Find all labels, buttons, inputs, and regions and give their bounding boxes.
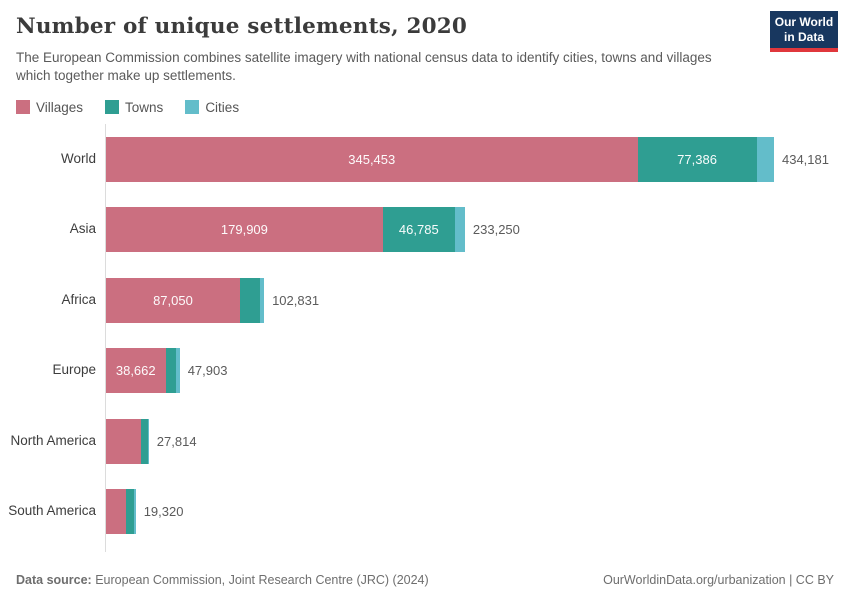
bar-segment-cities[interactable] xyxy=(756,136,774,182)
bar-segment-cities[interactable] xyxy=(147,418,149,464)
legend-item-towns[interactable]: Towns xyxy=(105,100,163,115)
data-source-label: Data source: xyxy=(16,573,92,587)
segment-value-label: 87,050 xyxy=(153,292,193,308)
stacked-bar xyxy=(106,418,149,464)
segment-value-label: 345,453 xyxy=(348,151,396,167)
stacked-bar: 38,662 xyxy=(106,348,180,394)
chart-row: Asia 179,909 46,785 233,250 xyxy=(0,194,850,265)
legend-swatch-cities xyxy=(185,100,200,115)
bar-segment-villages[interactable]: 38,662 xyxy=(106,348,166,394)
category-label[interactable]: Asia xyxy=(69,221,96,237)
category-label[interactable]: Africa xyxy=(61,291,96,307)
bar-segment-towns[interactable] xyxy=(140,418,148,464)
segment-value-label: 77,386 xyxy=(677,151,717,167)
chart-subtitle: The European Commission combines satelli… xyxy=(16,50,712,83)
legend-swatch-villages xyxy=(16,100,30,115)
stacked-bar: 179,909 46,785 xyxy=(106,207,465,253)
category-label[interactable]: North America xyxy=(10,432,96,448)
category-label[interactable]: South America xyxy=(8,503,96,519)
total-value-label: 47,903 xyxy=(187,363,228,379)
segment-value-label: 179,909 xyxy=(220,222,268,238)
segment-value-label: 46,785 xyxy=(398,222,439,238)
category-label[interactable]: Europe xyxy=(52,362,96,378)
bar-segment-villages[interactable]: 179,909 xyxy=(106,207,383,253)
bar-segment-villages[interactable]: 345,453 xyxy=(106,136,638,182)
bar-segment-towns[interactable] xyxy=(165,348,177,394)
legend-swatch-towns xyxy=(105,100,120,115)
bar-track: 19,320 xyxy=(105,476,850,547)
bar-segment-towns[interactable]: 46,785 xyxy=(382,207,455,253)
owid-logo-line1: Our World xyxy=(774,14,834,29)
bar-segment-towns[interactable] xyxy=(239,277,260,323)
total-value-label: 434,181 xyxy=(781,151,829,167)
bar-segment-villages[interactable]: 87,050 xyxy=(106,277,240,323)
stacked-bar-chart: World 345,453 77,386 434,181 Asia 179,909 46,7… xyxy=(0,123,850,552)
chart-row: World 345,453 77,386 434,181 xyxy=(0,123,850,195)
bar-track: 27,814 xyxy=(105,405,850,477)
bar-segment-cities[interactable] xyxy=(176,348,180,394)
legend-label: Towns xyxy=(125,99,164,115)
stacked-bar: 87,050 xyxy=(106,277,265,323)
chart-row: Africa 87,050 102,831 xyxy=(0,264,850,336)
bar-segment-cities[interactable] xyxy=(133,489,136,535)
chart-row: North America 27,814 xyxy=(0,405,850,477)
total-value-label: 19,320 xyxy=(143,504,184,520)
bar-track: 87,050 102,831 xyxy=(105,264,850,336)
legend-item-villages[interactable]: Villages xyxy=(16,100,83,115)
y-axis-line-extension xyxy=(105,546,850,552)
segment-value-label: 38,662 xyxy=(115,363,156,379)
bar-segment-cities[interactable] xyxy=(259,277,265,323)
bar-segment-towns[interactable] xyxy=(126,489,134,535)
chart-header: Number of unique settlements, 2020 The E… xyxy=(0,0,850,85)
bar-segment-villages[interactable] xyxy=(106,489,127,535)
category-label[interactable]: World xyxy=(60,150,96,166)
legend-label: Villages xyxy=(36,99,84,115)
stacked-bar: 345,453 77,386 xyxy=(106,136,774,182)
bar-track: 345,453 77,386 434,181 xyxy=(105,123,850,195)
bar-track: 179,909 46,785 233,250 xyxy=(105,194,850,265)
total-value-label: 233,250 xyxy=(472,222,520,238)
chart-row: Europe 38,662 47,903 xyxy=(0,335,850,406)
chart-row: South America 19,320 xyxy=(0,476,850,547)
legend-item-cities[interactable]: Cities xyxy=(185,100,239,115)
bar-segment-towns[interactable]: 77,386 xyxy=(637,136,757,182)
data-source-text: European Commission, Joint Research Cent… xyxy=(91,573,429,587)
total-value-label: 102,831 xyxy=(272,292,320,308)
chart-footer: Data source: European Commission, Joint … xyxy=(16,573,834,587)
page-title: Number of unique settlements, 2020 xyxy=(16,14,468,39)
bar-track: 38,662 47,903 xyxy=(105,335,850,406)
stacked-bar xyxy=(106,489,136,535)
legend-label: Cities xyxy=(205,99,240,115)
owid-logo-line2: in Data xyxy=(783,29,824,44)
data-source-note: Data source: European Commission, Joint … xyxy=(16,573,429,587)
total-value-label: 27,814 xyxy=(156,433,197,449)
bar-segment-villages[interactable] xyxy=(106,418,141,464)
owid-url-link[interactable]: OurWorldinData.org/urbanization | CC BY xyxy=(603,573,834,587)
owid-logo[interactable]: Our World in Data xyxy=(770,11,838,52)
chart-rows: World 345,453 77,386 434,181 Asia 179,909 46,7… xyxy=(0,123,850,547)
bar-segment-cities[interactable] xyxy=(454,207,465,253)
legend: Villages Towns Cities xyxy=(16,100,834,115)
